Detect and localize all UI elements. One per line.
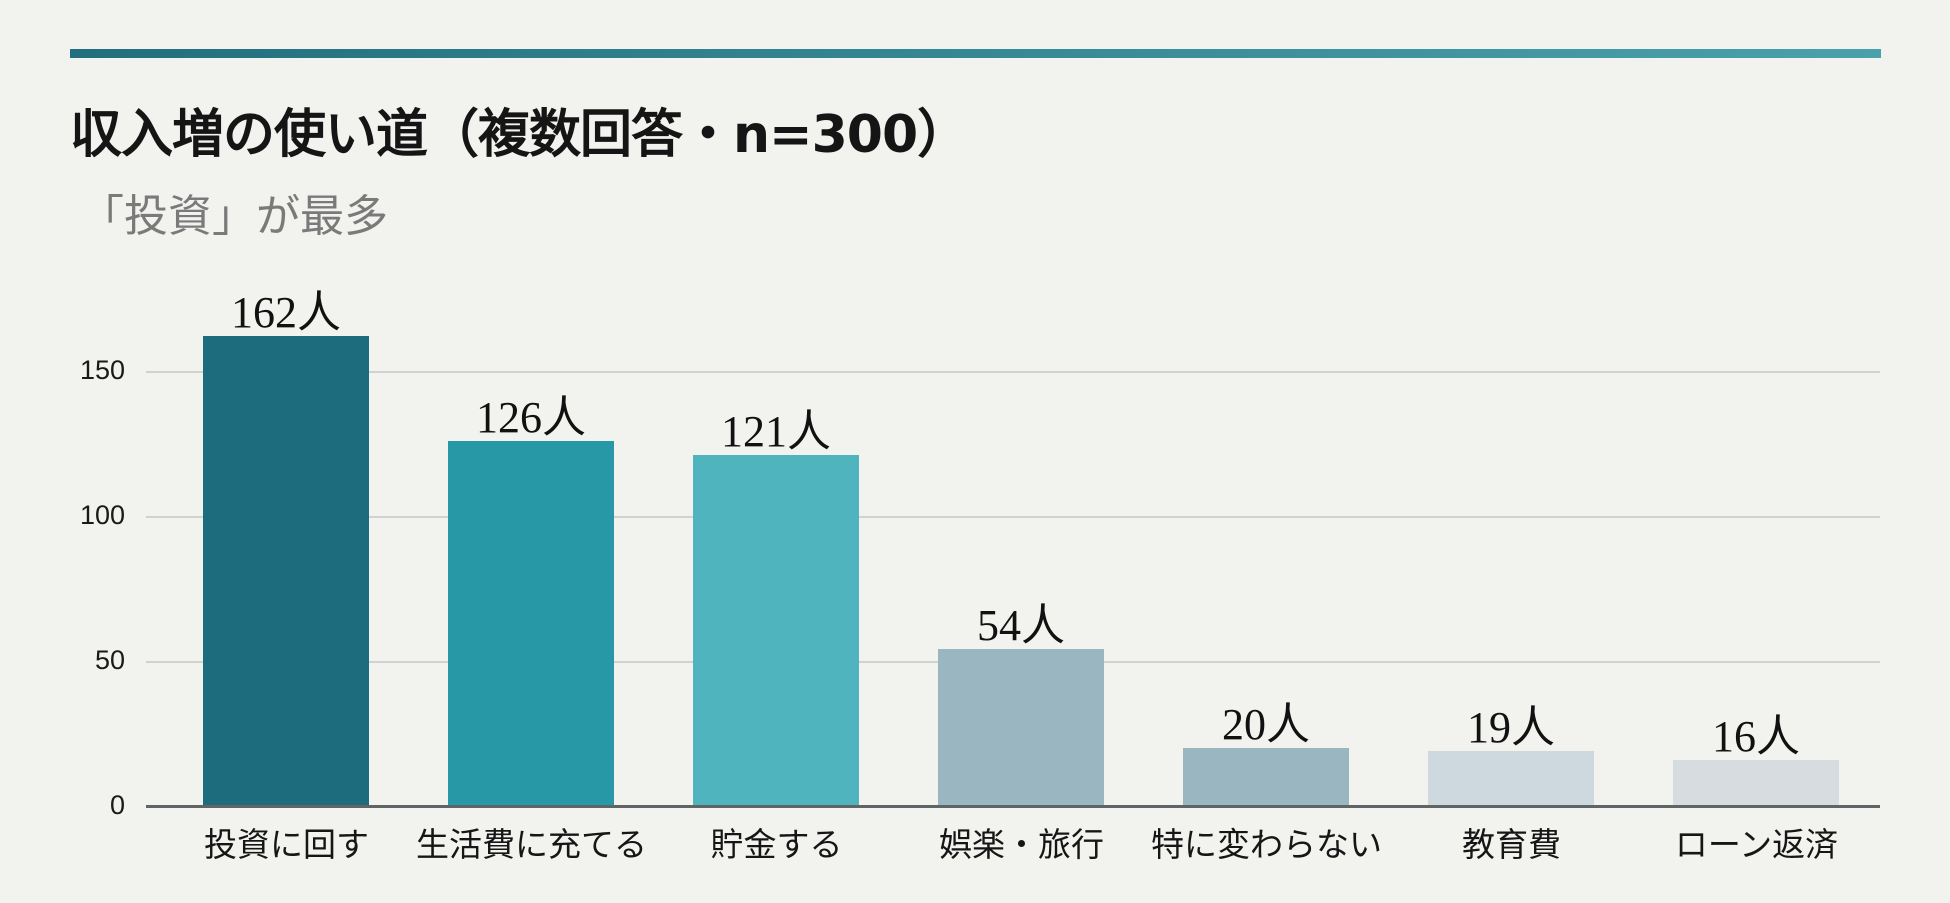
value-label-4: 20人 [1222, 700, 1310, 749]
value-label-6: 16人 [1712, 711, 1800, 761]
bar-0 [203, 336, 369, 806]
bar-4 [1183, 748, 1349, 806]
category-label-4: 特に変わらない [1151, 825, 1382, 864]
bar-6 [1673, 759, 1839, 806]
chart-subtitle: 「投資」が最多 [80, 191, 388, 242]
category-label-3: 娯楽・旅行 [939, 825, 1104, 864]
bar-2 [693, 455, 859, 806]
gridline-150 [146, 371, 1880, 373]
bar-5 [1428, 750, 1594, 806]
bar-3 [938, 649, 1104, 806]
y-tick-150: 150 [79, 355, 125, 385]
y-tick-50: 50 [94, 645, 125, 675]
x-axis-line [146, 805, 1880, 808]
category-label-5: 教育費 [1462, 825, 1561, 864]
category-label-0: 投資に回す [204, 825, 369, 864]
bar-1 [448, 440, 614, 806]
category-label-6: ローン返済 [1674, 825, 1839, 864]
value-label-0: 162人 [231, 288, 341, 338]
category-label-1: 生活費に充てる [416, 825, 647, 864]
value-label-2: 121人 [721, 407, 831, 457]
value-label-5: 19人 [1467, 702, 1555, 752]
value-label-3: 54人 [977, 601, 1065, 651]
category-label-2: 貯金する [710, 825, 843, 864]
value-label-1: 126人 [476, 392, 586, 442]
y-tick-0: 0 [109, 790, 125, 820]
chart-title: 収入増の使い道（複数回答・n=300） [70, 105, 969, 165]
y-tick-100: 100 [79, 500, 125, 530]
gridline-100 [146, 516, 1880, 518]
accent-band [70, 49, 1881, 58]
